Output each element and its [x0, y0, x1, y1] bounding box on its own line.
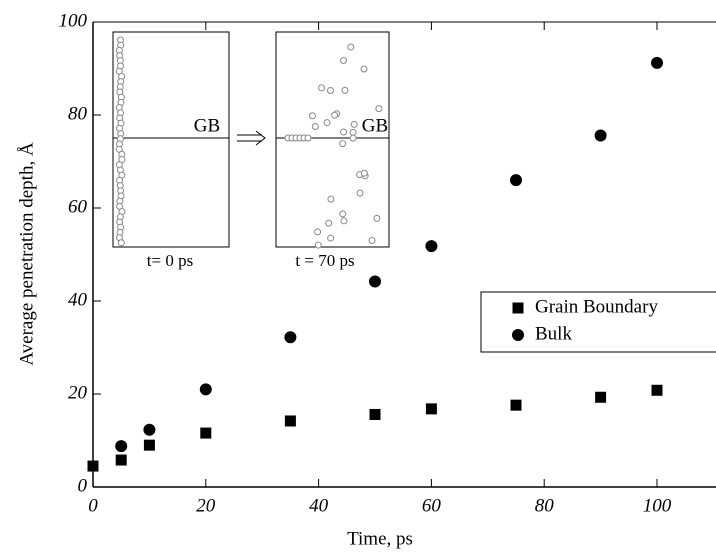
marker	[651, 56, 663, 69]
marker	[200, 427, 212, 439]
atom	[339, 140, 347, 148]
atom	[360, 169, 368, 177]
atom	[325, 219, 333, 227]
inset-left	[112, 31, 230, 248]
atom	[304, 134, 312, 142]
atom	[314, 228, 322, 236]
atom	[326, 87, 334, 95]
inset-label: GB	[362, 115, 388, 136]
atom	[341, 86, 349, 94]
marker	[369, 275, 381, 288]
legend-marker	[512, 329, 524, 341]
legend-label: Grain Boundary	[535, 296, 658, 317]
marker	[284, 415, 296, 427]
inset-caption: t= 0 ps	[147, 251, 193, 270]
y-tick-label: 60	[68, 196, 88, 217]
inset-frame	[275, 31, 390, 248]
atom	[340, 56, 348, 64]
y-tick-label: 0	[78, 475, 88, 496]
atom	[117, 239, 125, 247]
marker	[425, 240, 438, 253]
y-axis-label: Average penetration depth, Å	[16, 142, 37, 366]
marker	[594, 129, 607, 142]
atom	[327, 234, 335, 242]
atom	[349, 134, 357, 142]
marker	[143, 423, 156, 436]
x-tick-label: 0	[88, 495, 98, 516]
legend-label: Bulk	[535, 323, 572, 344]
inset-atoms	[284, 43, 383, 249]
y-tick-label: 20	[68, 382, 88, 403]
marker	[369, 408, 381, 420]
x-tick-label: 20	[196, 495, 216, 516]
x-tick-label: 40	[309, 495, 329, 516]
marker	[143, 439, 155, 451]
marker	[595, 391, 607, 403]
legend-marker	[512, 302, 524, 314]
marker	[87, 460, 99, 472]
x-tick-label: 60	[422, 495, 442, 516]
atom	[356, 189, 364, 197]
inset-frame	[112, 31, 230, 248]
inset-caption: t = 70 ps	[295, 251, 354, 270]
marker	[510, 174, 522, 187]
marker	[115, 440, 128, 453]
atom	[340, 128, 348, 136]
x-tick-label: 100	[643, 495, 672, 516]
inset-label: GB	[194, 115, 220, 136]
marker	[651, 384, 663, 396]
x-axis-label: Time, ps	[347, 528, 413, 549]
atom	[373, 214, 381, 222]
atom	[318, 84, 326, 92]
x-tick-label: 80	[535, 495, 555, 516]
inset-right	[275, 31, 390, 249]
atom	[375, 105, 383, 113]
marker	[425, 403, 437, 415]
atom	[311, 123, 319, 131]
atom	[368, 237, 376, 245]
y-tick-label: 40	[68, 289, 88, 310]
atom	[323, 119, 331, 127]
y-tick-label: 100	[59, 10, 88, 31]
marker	[510, 399, 522, 411]
marker	[115, 454, 127, 466]
y-tick-label: 80	[68, 103, 88, 124]
atom	[327, 195, 335, 203]
atom	[340, 217, 348, 225]
arrow	[237, 130, 266, 146]
marker	[199, 383, 212, 396]
atom	[350, 120, 358, 128]
atom	[349, 128, 357, 136]
atom	[339, 210, 347, 218]
atom	[360, 65, 368, 73]
marker	[284, 331, 297, 344]
atom	[331, 111, 339, 119]
inset-atoms	[115, 36, 126, 247]
atom	[347, 43, 355, 51]
atom	[314, 241, 322, 249]
atom	[308, 112, 316, 120]
legend-box	[480, 291, 716, 353]
